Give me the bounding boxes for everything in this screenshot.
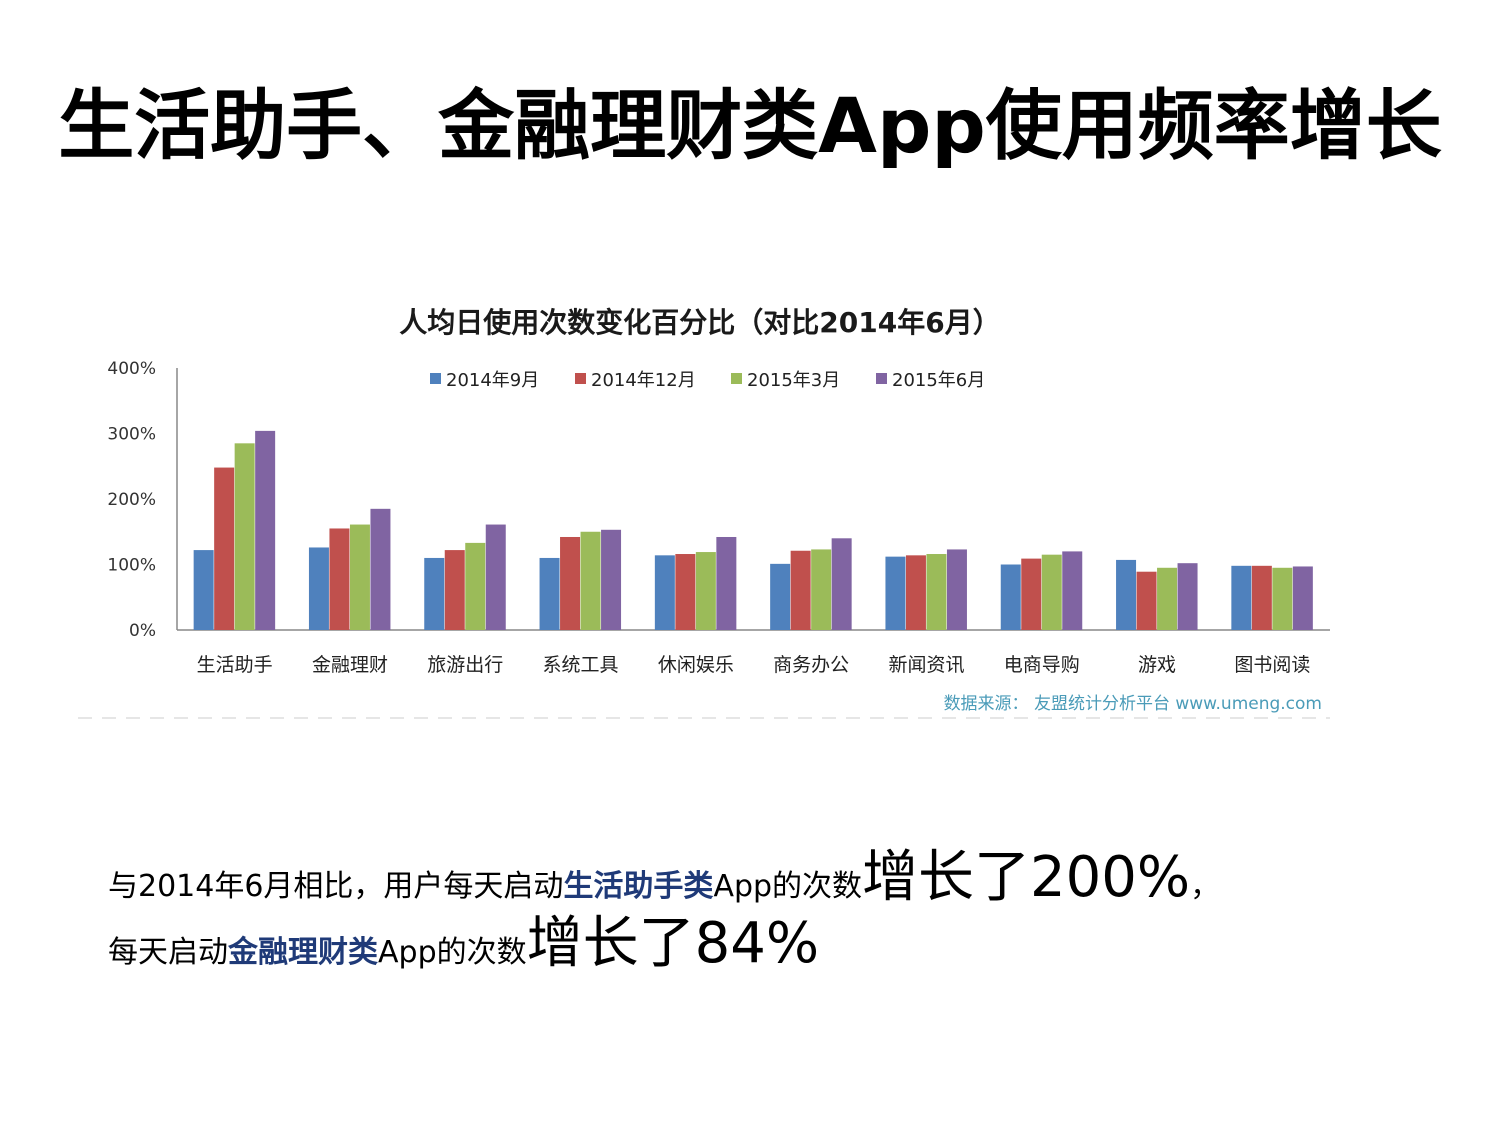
bar bbox=[329, 528, 350, 630]
bar bbox=[675, 554, 696, 630]
bar bbox=[601, 529, 622, 630]
summary-line-1-mid: App的次数 bbox=[713, 869, 863, 904]
summary-line-1-highlight: 生活助手类 bbox=[563, 869, 714, 904]
y-tick-label: 200% bbox=[107, 490, 156, 510]
x-tick-label: 生活助手 bbox=[197, 654, 273, 676]
summary-line-2: 每天启动金融理财类App的次数增长了84% bbox=[108, 898, 819, 979]
summary-line-2-pre: 每天启动 bbox=[108, 935, 228, 970]
bar bbox=[1292, 566, 1313, 630]
bar bbox=[811, 549, 832, 630]
y-tick-label: 0% bbox=[129, 621, 156, 641]
chart-title: 人均日使用次数变化百分比（对比2014年6月） bbox=[399, 306, 1000, 339]
legend-swatch bbox=[876, 373, 887, 384]
bar bbox=[539, 557, 560, 630]
bar bbox=[1231, 565, 1252, 630]
bar bbox=[716, 536, 737, 630]
bar bbox=[885, 556, 906, 630]
bar bbox=[424, 557, 445, 630]
x-tick-label: 系统工具 bbox=[543, 654, 619, 676]
x-tick-label: 新闻资讯 bbox=[888, 654, 964, 676]
bar bbox=[349, 524, 370, 630]
summary-line-2-highlight: 金融理财类 bbox=[228, 935, 378, 970]
bar bbox=[1157, 567, 1178, 630]
bar bbox=[1021, 558, 1042, 630]
summary-line-2-big: 增长了84% bbox=[526, 911, 820, 976]
bar bbox=[580, 531, 601, 630]
bar bbox=[1251, 565, 1272, 630]
bar bbox=[444, 550, 465, 630]
x-tick-label: 休闲娱乐 bbox=[658, 654, 734, 676]
x-tick-label: 电商导购 bbox=[1004, 654, 1080, 676]
x-tick-label: 图书阅读 bbox=[1234, 654, 1310, 676]
bar bbox=[695, 552, 716, 630]
bar bbox=[560, 536, 581, 630]
bar bbox=[1000, 564, 1021, 630]
legend-swatch bbox=[430, 373, 441, 384]
bar bbox=[193, 550, 214, 630]
chart-legend: 2014年9月 2014年12月 2015年3月 2015年6月 bbox=[430, 370, 985, 391]
summary-line-2-mid: App的次数 bbox=[378, 935, 527, 970]
x-tick-label: 游戏 bbox=[1138, 654, 1176, 676]
bar bbox=[1272, 567, 1293, 630]
bar bbox=[370, 508, 391, 630]
bar bbox=[1177, 563, 1198, 630]
y-axis: 0% 100% 200% 300% 400% bbox=[107, 359, 178, 641]
bar bbox=[234, 443, 255, 630]
bar bbox=[255, 430, 276, 630]
bar bbox=[905, 555, 926, 630]
legend-label: 2015年3月 bbox=[747, 370, 840, 391]
bar bbox=[465, 542, 486, 630]
bars bbox=[193, 430, 1313, 630]
bar bbox=[1136, 571, 1157, 630]
bar bbox=[485, 524, 506, 630]
summary-line-1-big: 增长了200% bbox=[862, 845, 1191, 910]
bar bbox=[770, 563, 791, 630]
bar bbox=[926, 554, 947, 630]
summary-line-1-pre: 与2014年6月相比，用户每天启动 bbox=[108, 869, 564, 904]
bar bbox=[1116, 559, 1137, 630]
bar bbox=[790, 550, 811, 630]
bar bbox=[1041, 554, 1062, 630]
bar bbox=[214, 467, 235, 630]
y-tick-label: 400% bbox=[107, 359, 156, 379]
legend-label: 2015年6月 bbox=[892, 370, 985, 391]
summary-line-1-post: ， bbox=[1190, 869, 1221, 904]
x-tick-label: 金融理财 bbox=[312, 654, 388, 676]
bar bbox=[946, 549, 967, 630]
slide-title: 生活助手、金融理财类App使用频率增长 bbox=[58, 81, 1442, 170]
bar bbox=[654, 555, 675, 630]
legend-label: 2014年12月 bbox=[591, 370, 696, 391]
source-note: 数据来源： 友盟统计分析平台 www.umeng.com bbox=[944, 694, 1322, 714]
y-tick-label: 300% bbox=[107, 425, 156, 445]
x-axis: 生活助手 金融理财 旅游出行 系统工具 休闲娱乐 商务办公 新闻资讯 电商导购 游戏 图书阅读 bbox=[177, 629, 1330, 676]
bar bbox=[831, 538, 852, 630]
legend-swatch bbox=[575, 373, 586, 384]
x-tick-label: 旅游出行 bbox=[427, 654, 503, 676]
summary-line-1: 与2014年6月相比，用户每天启动生活助手类App的次数增长了200%， bbox=[108, 832, 1220, 913]
x-tick-label: 商务办公 bbox=[773, 654, 849, 676]
bar bbox=[308, 547, 329, 630]
y-tick-label: 100% bbox=[107, 556, 156, 576]
legend-label: 2014年9月 bbox=[446, 370, 539, 391]
legend-swatch bbox=[731, 373, 742, 384]
bar bbox=[1062, 551, 1083, 630]
